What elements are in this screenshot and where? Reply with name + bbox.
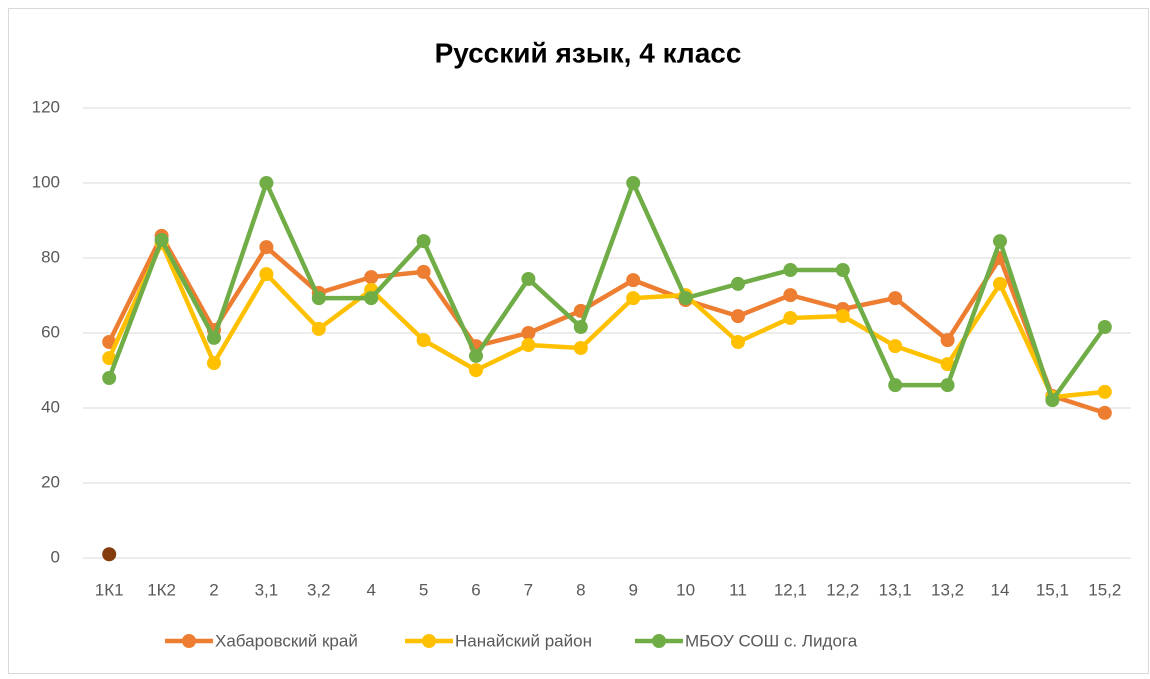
data-point [626, 291, 641, 306]
data-point [1097, 384, 1112, 399]
x-tick-label: 3,1 [255, 580, 279, 599]
data-point [521, 272, 536, 286]
legend-marker [422, 634, 436, 648]
x-tick-label: 12,2 [826, 580, 859, 599]
data-point [1045, 393, 1060, 408]
data-point [940, 333, 955, 348]
y-tick-label: 60 [41, 322, 60, 341]
y-tick-label: 20 [41, 472, 60, 491]
data-point [783, 311, 798, 325]
data-point [888, 339, 903, 354]
data-point [469, 348, 483, 363]
y-tick-label: 80 [41, 247, 60, 266]
x-tick-label: 13,1 [879, 580, 912, 599]
legend-marker [652, 634, 666, 648]
x-tick-label: 6 [471, 580, 480, 599]
x-tick-label: 14 [991, 580, 1010, 599]
data-point [102, 351, 117, 366]
data-point [731, 335, 745, 349]
data-point [1097, 405, 1112, 420]
x-tick-label: 3,2 [307, 580, 331, 599]
y-tick-label: 120 [32, 97, 60, 116]
x-tick-label: 15,2 [1088, 580, 1121, 599]
x-tick-label: 2 [209, 580, 218, 599]
data-point [731, 276, 745, 291]
data-point [259, 267, 274, 282]
data-point [416, 264, 431, 279]
series-line [107, 233, 1106, 416]
x-tick-label: 1К1 [95, 580, 124, 599]
data-point [993, 276, 1007, 291]
data-point [626, 273, 641, 288]
data-point [259, 240, 274, 255]
x-tick-label: 7 [524, 580, 533, 599]
data-point [573, 320, 588, 334]
data-point [154, 233, 169, 247]
data-point [783, 288, 798, 303]
data-point [207, 330, 221, 345]
data-point [102, 547, 117, 562]
y-tick-label: 100 [32, 172, 60, 191]
data-point [835, 263, 850, 277]
chart-frame [8, 8, 1149, 674]
data-point [731, 309, 745, 324]
data-point [626, 176, 641, 190]
data-point [993, 234, 1007, 249]
y-tick-label: 40 [41, 397, 60, 416]
y-tick-label: 0 [51, 547, 60, 566]
data-point [311, 291, 326, 306]
data-point [521, 338, 536, 352]
x-tick-label: 5 [419, 580, 428, 599]
data-point [888, 291, 903, 306]
data-point [940, 357, 955, 372]
data-point [311, 321, 326, 336]
x-tick-label: 1К2 [147, 580, 176, 599]
x-tick-label: 9 [628, 580, 637, 599]
data-point [678, 291, 693, 306]
x-tick-label: 8 [576, 580, 585, 599]
data-point [573, 341, 588, 355]
data-point [835, 309, 850, 324]
x-tick-label: 11 [729, 580, 747, 599]
data-point [259, 176, 274, 190]
series-line [107, 180, 1107, 403]
x-tick-label: 12,1 [774, 580, 807, 599]
legend-label: МБОУ СОШ с. Лидога [685, 631, 858, 650]
data-point [416, 234, 431, 249]
series-line [107, 240, 1106, 400]
data-point [888, 378, 903, 393]
data-point [364, 270, 379, 285]
chart-title: Русский язык, 4 класс [435, 37, 742, 68]
data-point [1097, 320, 1112, 334]
data-point [521, 326, 536, 340]
x-tick-label: 13,2 [931, 580, 964, 599]
data-point [102, 371, 117, 385]
x-tick-label: 10 [676, 580, 695, 599]
data-point [940, 378, 955, 393]
legend-marker [182, 634, 196, 648]
data-point [783, 263, 798, 277]
data-point [416, 333, 431, 348]
legend-label: Нанайский район [455, 631, 592, 650]
data-point [469, 363, 483, 378]
data-point [364, 291, 379, 306]
legend-label: Хабаровский край [215, 631, 358, 650]
x-tick-label: 4 [366, 580, 375, 599]
x-tick-label: 15,1 [1036, 580, 1069, 599]
data-point [207, 356, 221, 370]
